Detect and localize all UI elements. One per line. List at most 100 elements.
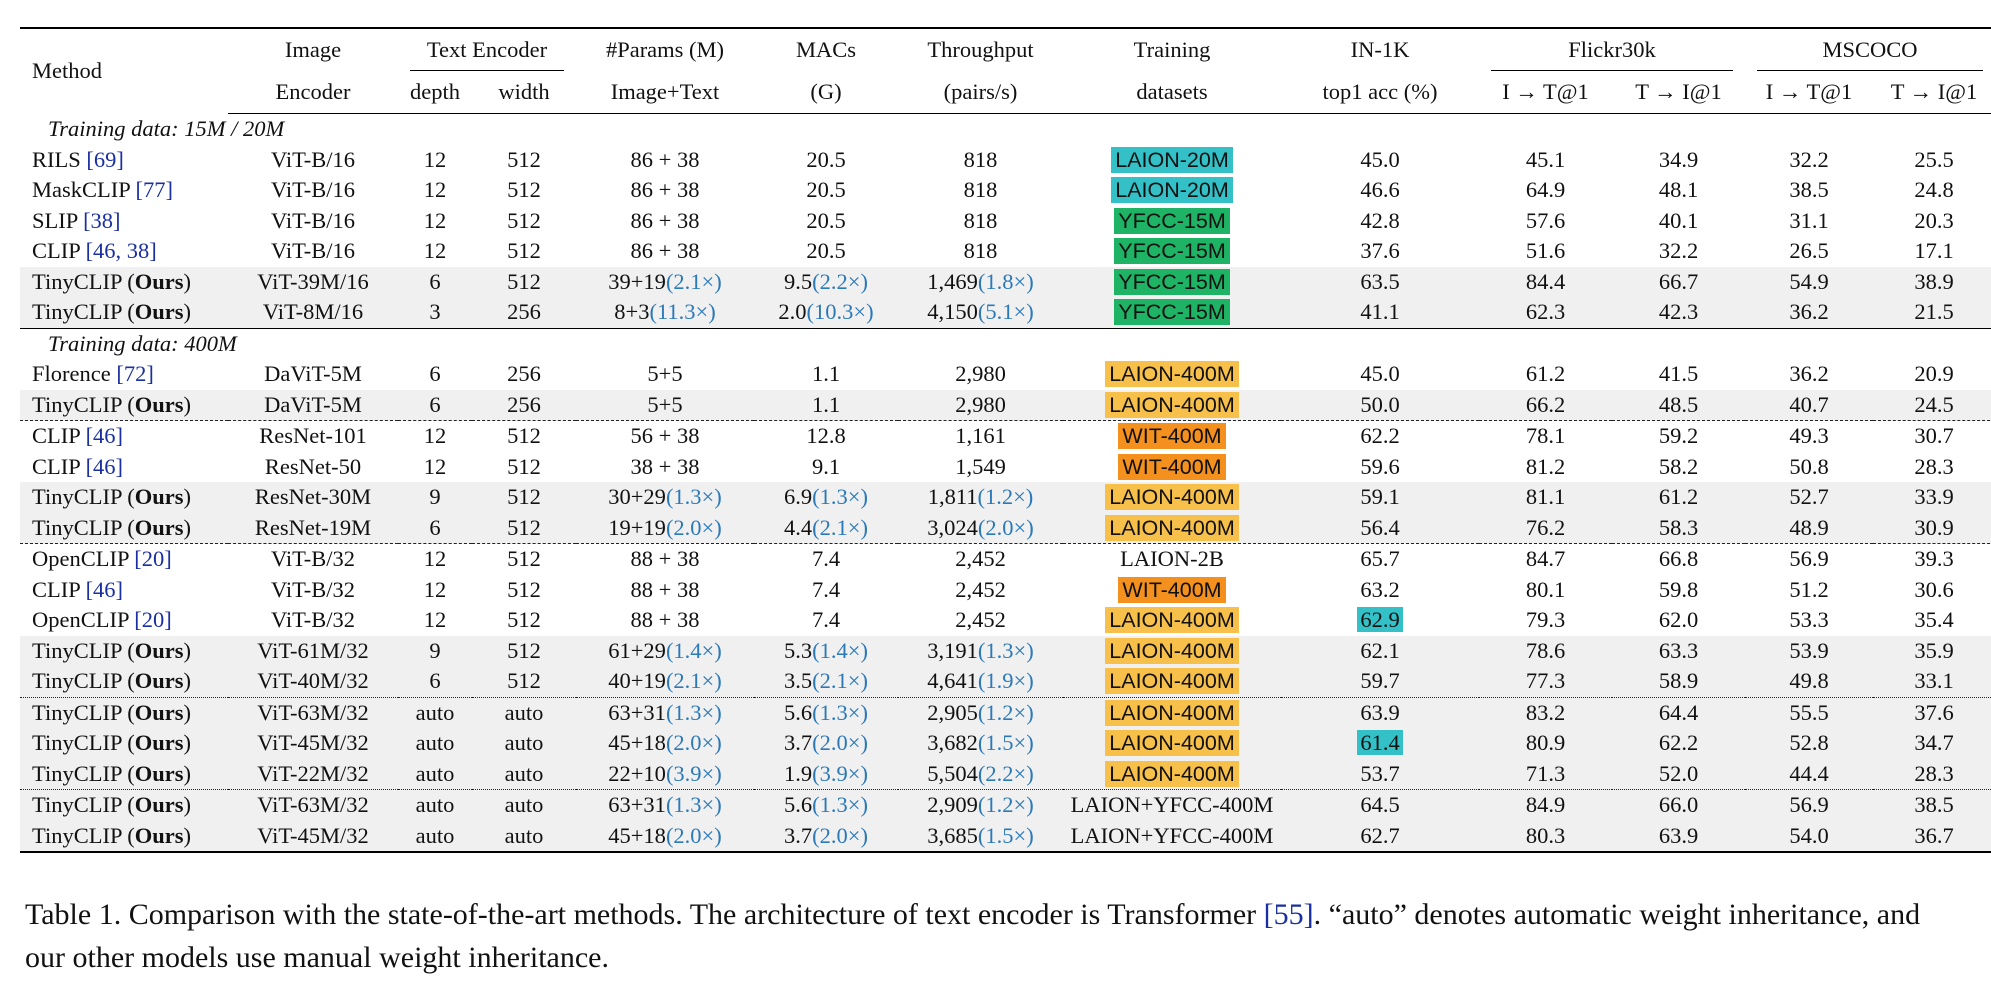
text-width: auto — [504, 699, 544, 725]
cell-coco-t2i: 30.6 — [1873, 575, 1991, 606]
citation-link[interactable]: [77] — [135, 177, 174, 202]
coco-t2i: 38.5 — [1914, 792, 1954, 817]
method-name: TinyCLIP ( — [32, 484, 135, 509]
method-paren: ) — [183, 668, 192, 693]
throughput-value: 818 — [963, 177, 998, 202]
method-name: OpenCLIP — [32, 546, 135, 571]
citation-link[interactable]: [46, 38] — [85, 238, 157, 263]
cell-depth: 12 — [398, 575, 472, 606]
table-row: Florence [72] DaViT-5M 6 256 5+5 1.1 2,980 LAIO… — [20, 359, 1991, 390]
results-table-container: Method Image Text Encoder #Params (M) MA… — [20, 27, 1991, 853]
cell-in1k: 45.0 — [1281, 359, 1479, 390]
cell-coco-t2i: 35.4 — [1873, 605, 1991, 636]
coco-t2i: 24.8 — [1914, 177, 1954, 202]
method-name: Florence — [32, 361, 117, 386]
dataset-badge: LAION-400M — [1105, 361, 1239, 387]
cell-depth: 12 — [398, 543, 472, 575]
cell-macs: 3.7(2.0×) — [754, 820, 898, 853]
cell-depth: auto — [398, 696, 472, 728]
coco-i2t: 53.9 — [1789, 637, 1829, 663]
cell-coco-t2i: 30.9 — [1873, 512, 1991, 544]
cell-training-dataset: LAION-400M — [1063, 359, 1281, 390]
text-depth: auto — [415, 730, 455, 755]
params-ratio: (2.0×) — [665, 730, 722, 755]
image-encoder: ViT-B/16 — [270, 177, 356, 202]
flickr-i2t: 84.4 — [1525, 268, 1566, 294]
cell-method: RILS [69] — [20, 145, 228, 176]
cell-macs: 9.5(2.2×) — [754, 266, 898, 297]
cell-depth: 12 — [398, 605, 472, 636]
method-name: TinyCLIP ( — [32, 391, 135, 417]
dataset-badge: LAION-400M — [1105, 514, 1239, 541]
cell-in1k: 45.0 — [1281, 145, 1479, 176]
table-row: CLIP [46] ViT-B/32 12 512 88 + 38 7.4 2,452 WIT… — [20, 575, 1991, 606]
cell-width: 512 — [472, 452, 576, 483]
cell-width: auto — [472, 758, 576, 790]
coco-i2t: 32.2 — [1789, 146, 1829, 172]
cell-training-dataset: YFCC-15M — [1063, 266, 1281, 297]
citation-link[interactable]: [69] — [86, 146, 124, 172]
cell-method: TinyCLIP (Ours) — [20, 666, 228, 697]
cell-in1k: 46.6 — [1281, 175, 1479, 206]
table-row: OpenCLIP [20] ViT-B/32 12 512 88 + 38 7.4 2,45… — [20, 543, 1991, 575]
header-width: width — [472, 71, 576, 114]
dataset-badge: LAION-400M — [1105, 730, 1239, 756]
text-width: 512 — [507, 238, 541, 263]
coco-t2i: 28.3 — [1914, 760, 1954, 786]
cell-flickr-t2i: 32.2 — [1612, 236, 1745, 267]
dataset-badge: LAION-400M — [1105, 637, 1239, 664]
cell-throughput: 4,150(5.1×) — [898, 297, 1063, 328]
citation-link[interactable]: [72] — [116, 361, 154, 386]
caption-citation[interactable]: [55] — [1263, 898, 1314, 931]
cell-in1k: 59.7 — [1281, 666, 1479, 697]
throughput-ratio: (1.8×) — [977, 268, 1034, 294]
cell-macs: 5.6(1.3×) — [754, 789, 898, 821]
citation-link[interactable]: [38] — [83, 207, 121, 233]
cell-depth: 12 — [398, 175, 472, 206]
dataset-name: LAION+YFCC-400M — [1070, 792, 1274, 817]
cell-depth: 12 — [398, 145, 472, 176]
cell-params: 38 + 38 — [576, 452, 754, 483]
citation-link[interactable]: [46] — [85, 453, 124, 479]
cell-flickr-t2i: 64.4 — [1612, 696, 1745, 728]
cell-flickr-i2t: 83.2 — [1479, 696, 1612, 728]
cell-params: 63+31(1.3×) — [576, 696, 754, 728]
cell-macs: 20.5 — [754, 175, 898, 206]
cell-coco-t2i: 28.3 — [1873, 452, 1991, 483]
throughput-ratio: (1.3×) — [977, 637, 1034, 663]
cell-flickr-i2t: 79.3 — [1479, 605, 1612, 636]
text-depth: 6 — [429, 668, 441, 693]
cell-flickr-i2t: 84.4 — [1479, 266, 1612, 297]
cell-params: 30+29(1.3×) — [576, 482, 754, 513]
macs-value: 3.7 — [784, 822, 813, 848]
text-width: 512 — [507, 637, 541, 663]
cell-training-dataset: LAION-400M — [1063, 728, 1281, 759]
text-width: auto — [504, 760, 544, 786]
table-row: MaskCLIP [77] ViT-B/16 12 512 86 + 38 20.5 818… — [20, 175, 1991, 206]
coco-t2i: 38.9 — [1914, 268, 1954, 294]
flickr-t2i: 58.9 — [1658, 668, 1699, 693]
citation-link[interactable]: [46] — [85, 423, 124, 448]
macs-value: 7.4 — [811, 546, 841, 571]
cell-in1k: 53.7 — [1281, 758, 1479, 790]
macs-ratio: (2.0×) — [812, 822, 868, 848]
image-encoder: ViT-B/32 — [270, 607, 356, 632]
table-row: TinyCLIP (Ours) ViT-45M/32 auto auto 45+18(2… — [20, 820, 1991, 853]
method-name: CLIP — [32, 238, 86, 263]
coco-t2i: 33.9 — [1914, 484, 1954, 509]
citation-link[interactable]: [20] — [134, 607, 172, 632]
dataset-badge: LAION-400M — [1105, 607, 1239, 633]
in1k-acc: 63.9 — [1360, 699, 1400, 725]
citation-link[interactable]: [46] — [85, 576, 124, 602]
cell-throughput: 1,549 — [898, 452, 1063, 483]
cell-coco-t2i: 24.5 — [1873, 389, 1991, 421]
cell-training-dataset: LAION-20M — [1063, 145, 1281, 176]
cell-params: 19+19(2.0×) — [576, 512, 754, 544]
coco-t2i: 36.7 — [1914, 822, 1954, 848]
cell-throughput: 3,191(1.3×) — [898, 635, 1063, 666]
dataset-badge: YFCC-15M — [1114, 299, 1230, 325]
citation-link[interactable]: [20] — [134, 546, 172, 571]
ours-label: Ours — [134, 792, 184, 817]
image-encoder: ViT-B/16 — [270, 146, 356, 172]
throughput-value: 2,909 — [927, 792, 978, 817]
